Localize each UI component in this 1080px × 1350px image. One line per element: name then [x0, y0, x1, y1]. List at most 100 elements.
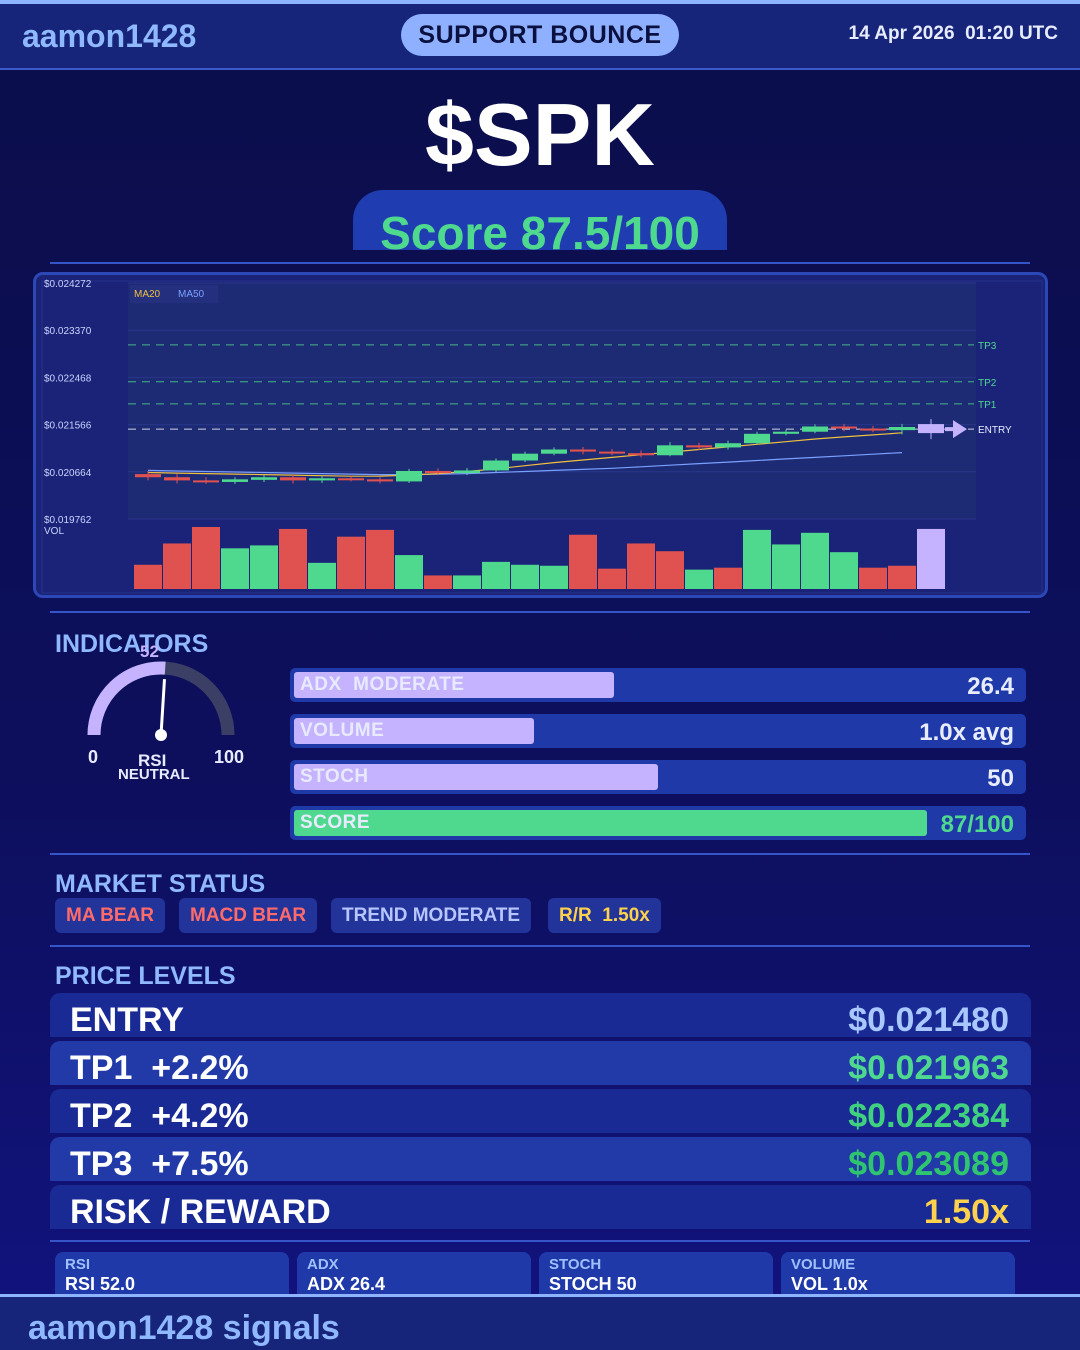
footer: aamon1428 signals — [0, 1294, 1080, 1350]
y-tick-label: $0.019762 — [44, 515, 92, 526]
bar-fill — [294, 672, 614, 698]
footer-text: aamon1428 signals — [28, 1309, 340, 1347]
y-tick-label: $0.020664 — [44, 468, 92, 479]
stat-card-adx: ADX ADX 26.4 — [297, 1252, 531, 1296]
plot-area — [128, 283, 976, 519]
bar-label: ADX MODERATE — [300, 674, 465, 695]
ma20-line — [147, 432, 903, 477]
gauge-needle — [159, 679, 166, 736]
top-accent-line — [0, 0, 1080, 4]
status-badge-rr: R/R 1.50x — [548, 898, 661, 933]
score-badge: Score 87.5/100 — [353, 190, 727, 250]
volume-bar — [511, 564, 539, 589]
candle-body — [889, 427, 915, 431]
candle-body — [657, 445, 683, 456]
candle-body — [396, 470, 422, 482]
candle-body — [454, 470, 480, 474]
level-value: $0.022384 — [848, 1097, 1009, 1133]
status-badge-macd: MACD BEAR — [179, 898, 318, 933]
level-row-entry: ENTRY $0.021480 — [50, 993, 1031, 1037]
indicators-title: INDICATORS — [55, 630, 209, 658]
level-value: 1.50x — [923, 1193, 1009, 1229]
level-label-tp1: TP1 — [978, 400, 997, 411]
volume-bar — [482, 561, 510, 589]
volume-bar — [395, 555, 423, 589]
candle-body — [860, 428, 886, 431]
volume-bar — [569, 534, 597, 589]
y-tick-label: $0.022468 — [44, 373, 92, 384]
candle-body — [628, 453, 654, 456]
bar-value: 50 — [987, 765, 1014, 792]
level-value: $0.023089 — [848, 1145, 1009, 1181]
candle-body — [541, 449, 567, 454]
volume-bar — [366, 529, 394, 589]
volume-bar — [221, 548, 249, 589]
stat-key: STOCH — [549, 1256, 602, 1273]
bar-label: SCORE — [300, 812, 371, 833]
candle-body — [570, 449, 596, 452]
volume-bar — [714, 567, 742, 589]
volume-bar — [772, 544, 800, 589]
price-chart: $0.024272 $0.023370 $0.022468 $0.021566 $0.0… — [33, 272, 1048, 598]
candle-body — [802, 426, 828, 432]
level-value: $0.021963 — [848, 1049, 1009, 1085]
divider — [50, 853, 1030, 855]
volume-bar — [337, 536, 365, 589]
level-row-tp1: TP1 +2.2% $0.021963 — [50, 1041, 1031, 1085]
header: aamon1428 SUPPORT BOUNCE 14 Apr 2026 01:… — [0, 4, 1080, 70]
candle-body — [599, 451, 625, 454]
price-levels-title: PRICE LEVELS — [55, 962, 236, 990]
rsi-gauge-graphic — [87, 661, 235, 741]
volume-bar — [685, 569, 713, 589]
candle-body — [831, 426, 857, 429]
volume-bar — [598, 568, 626, 589]
bar-value: 26.4 — [967, 673, 1014, 700]
candle-body — [251, 477, 277, 480]
candle-body — [483, 460, 509, 471]
candle-body — [309, 478, 335, 481]
volume-bar — [192, 527, 220, 589]
stat-card-volume: VOLUME VOL 1.0x — [781, 1252, 1015, 1296]
volume-bar — [859, 567, 887, 589]
level-label-entry: ENTRY — [978, 425, 1012, 436]
volume-bar — [830, 552, 858, 589]
rsi-max-label: 100 — [214, 747, 245, 767]
divider — [50, 262, 1030, 264]
candle-body — [222, 479, 248, 482]
chart-frame — [41, 280, 1043, 594]
rsi-gauge: 52 0 100 RSI NEUTRAL — [80, 640, 250, 790]
volume-bar — [250, 545, 278, 589]
volume-bar — [627, 543, 655, 589]
bar-fill — [294, 718, 534, 744]
candle-body — [715, 443, 741, 448]
level-label-tp3: TP3 — [978, 341, 997, 352]
volume-label: VOL — [44, 526, 64, 537]
divider — [50, 1240, 1030, 1242]
volume-bar — [801, 532, 829, 589]
candle-body — [425, 470, 451, 474]
bar-label: VOLUME — [300, 720, 385, 741]
status-badge-trend: TREND MODERATE — [331, 898, 532, 933]
stat-card-rsi: RSI RSI 52.0 — [55, 1252, 289, 1296]
legend-ma20: MA20 — [134, 289, 161, 300]
candle-body — [512, 453, 538, 461]
rsi-min-label: 0 — [88, 747, 99, 767]
volume-bar: VOLUME 1.0x avg — [290, 714, 1026, 748]
candle-body — [164, 477, 190, 481]
level-row-tp3: TP3 +7.5% $0.023089 — [50, 1137, 1031, 1181]
candle-body — [773, 431, 799, 434]
volume-bar — [917, 528, 945, 589]
volume-bar — [540, 565, 568, 589]
candle-body — [686, 445, 712, 448]
gauge-fill — [87, 661, 166, 736]
divider — [50, 945, 1030, 947]
stat-key: VOLUME — [791, 1256, 856, 1273]
level-label-tp2: TP2 — [978, 378, 997, 389]
candle-body — [367, 479, 393, 482]
volume-bar — [424, 575, 452, 589]
adx-bar: ADX MODERATE 26.4 — [290, 668, 1026, 702]
volume-bar — [656, 551, 684, 589]
y-tick-label: $0.024272 — [44, 279, 92, 290]
symbol-title: $SPK — [425, 85, 655, 184]
bar-fill — [294, 810, 927, 836]
